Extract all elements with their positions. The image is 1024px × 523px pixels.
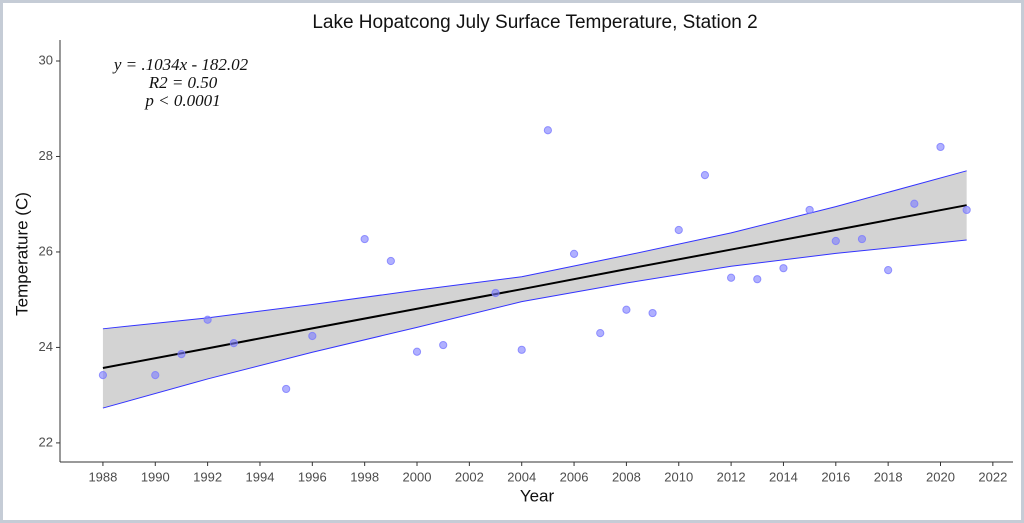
point bbox=[517, 345, 526, 354]
point bbox=[962, 205, 971, 215]
y-tick-label: 26 bbox=[39, 243, 53, 258]
point bbox=[674, 225, 683, 235]
x-tick-label: 2014 bbox=[769, 469, 798, 484]
y-axis-label: Temperature (C) bbox=[12, 192, 31, 316]
x-tick-label: 2012 bbox=[717, 469, 746, 484]
y-tick-label: 30 bbox=[39, 52, 53, 67]
x-tick-label: 1992 bbox=[193, 469, 222, 484]
x-tick-label: 1998 bbox=[350, 469, 379, 484]
confidence-bound bbox=[102, 170, 967, 330]
point bbox=[177, 350, 186, 359]
point bbox=[884, 265, 893, 275]
annotation: p < 0.0001 bbox=[144, 91, 220, 110]
point bbox=[596, 329, 605, 338]
point bbox=[151, 371, 160, 380]
point bbox=[569, 249, 579, 258]
chart: Lake Hopatcong July Surface Temperature,… bbox=[12, 12, 1013, 505]
x-tick-label: 2022 bbox=[978, 469, 1007, 484]
point bbox=[648, 308, 657, 318]
x-axis-label: Year bbox=[520, 486, 555, 505]
x-tick-label: 2004 bbox=[507, 469, 536, 484]
x-tick-label: 1990 bbox=[141, 469, 170, 484]
x-tick-label: 2018 bbox=[874, 469, 903, 484]
point bbox=[412, 347, 422, 356]
fit-line bbox=[102, 204, 967, 369]
point bbox=[386, 256, 395, 266]
point bbox=[831, 236, 840, 246]
point bbox=[936, 142, 945, 152]
x-tick-label: 2010 bbox=[664, 469, 693, 484]
annotation: y = .1034x - 182.02 bbox=[112, 55, 249, 74]
point bbox=[622, 305, 631, 314]
point bbox=[282, 384, 291, 394]
annotation: R2 = 0.50 bbox=[148, 73, 218, 92]
point bbox=[727, 273, 736, 282]
x-tick-label: 1994 bbox=[246, 469, 275, 484]
x-tick-label: 2000 bbox=[403, 469, 432, 484]
point bbox=[805, 205, 814, 215]
x-tick-label: 2020 bbox=[926, 469, 955, 484]
x-tick-label: 2002 bbox=[455, 469, 484, 484]
point bbox=[857, 234, 867, 244]
point bbox=[700, 170, 710, 180]
confidence-band bbox=[102, 170, 967, 409]
point bbox=[308, 331, 317, 341]
point bbox=[491, 288, 500, 298]
point bbox=[779, 264, 788, 273]
y-tick-label: 28 bbox=[39, 148, 53, 163]
point bbox=[439, 340, 448, 350]
confidence-bound bbox=[102, 239, 967, 409]
point bbox=[229, 339, 238, 348]
x-tick-label: 2008 bbox=[612, 469, 641, 484]
y-tick-label: 24 bbox=[39, 339, 53, 354]
y-tick-label: 22 bbox=[39, 434, 53, 449]
point bbox=[203, 315, 212, 324]
point bbox=[753, 275, 762, 284]
point bbox=[543, 126, 552, 135]
point bbox=[360, 234, 369, 244]
x-tick-label: 1988 bbox=[88, 469, 117, 484]
chart-title: Lake Hopatcong July Surface Temperature,… bbox=[312, 12, 757, 33]
x-tick-label: 2016 bbox=[821, 469, 850, 484]
x-tick-label: 2006 bbox=[560, 469, 589, 484]
point bbox=[98, 371, 108, 380]
x-tick-label: 1996 bbox=[298, 469, 327, 484]
point bbox=[910, 199, 919, 208]
